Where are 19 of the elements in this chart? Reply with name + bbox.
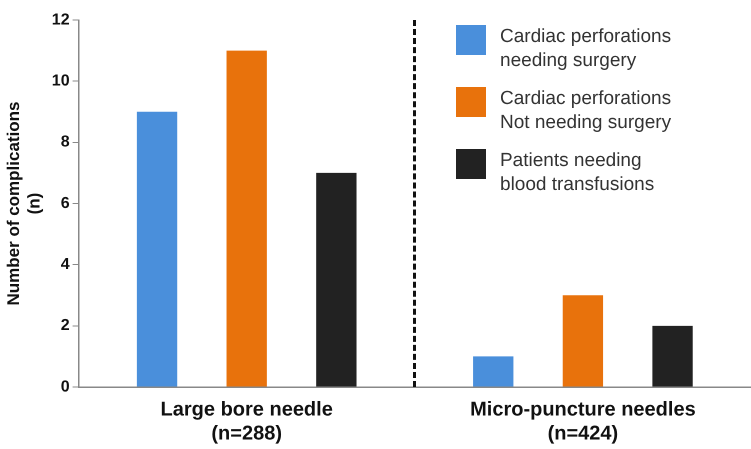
bar [136,112,178,386]
legend-label: Patients needing blood transfusions [500,149,654,197]
y-tick-label: 0 [60,378,70,396]
y-tick-label: 12 [52,11,70,28]
bar [473,356,514,386]
bar [316,172,357,386]
y-tick-label: 8 [60,134,70,151]
x-tick-label: Micro-puncture needles (n=424) [470,398,696,445]
y-axis-title: Number of complications (n) [4,101,44,306]
x-tick-label: Large bore needle (n=288) [160,398,333,445]
legend-label: Cardiac perforations needing surgery [500,25,672,73]
y-tick-label: 10 [52,72,70,90]
bar [652,326,693,386]
bar [562,295,604,386]
y-tick-label: 2 [60,317,70,334]
y-tick-label: 6 [60,194,70,212]
legend-label: Cardiac perforations Not needing surgery [500,87,672,135]
bar [226,50,267,386]
y-tick-label: 4 [60,256,70,274]
